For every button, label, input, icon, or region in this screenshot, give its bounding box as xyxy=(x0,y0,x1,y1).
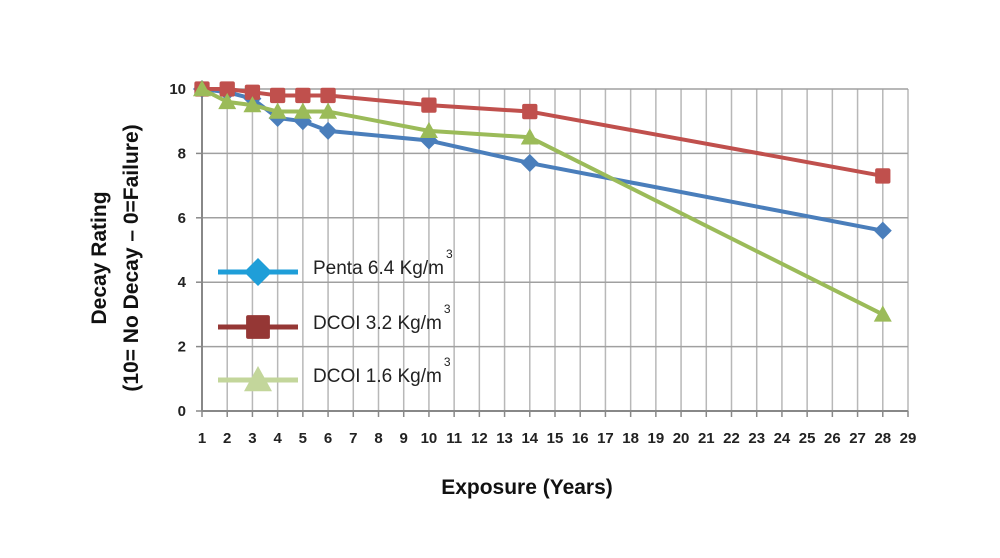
x-tick-label: 12 xyxy=(471,430,488,447)
data-point xyxy=(419,121,438,139)
x-tick-label: 10 xyxy=(421,430,438,447)
axes: 1 2 3 4 5 6 7 8 9 10 11 12 13 14 15 16 17 18 19 20 21 22 23 24 2… xyxy=(169,81,916,447)
x-tick-label: 5 xyxy=(299,430,307,447)
series-1 xyxy=(194,81,891,184)
x-tick-label: 24 xyxy=(774,430,791,447)
x-tick-label: 3 xyxy=(248,430,256,447)
data-point xyxy=(319,102,338,119)
data-point xyxy=(268,102,287,119)
data-point xyxy=(319,121,338,140)
x-tick-label: 18 xyxy=(622,430,639,447)
x-tick-label: 1 xyxy=(198,430,206,447)
x-tick-label: 6 xyxy=(324,430,332,447)
legend-label-superscript: 3 xyxy=(446,247,453,261)
data-point xyxy=(875,168,891,184)
legend-item-0: Penta 6.4 Kg/m3 xyxy=(218,247,453,286)
data-point xyxy=(244,84,261,100)
legend-label: DCOI 1.6 Kg/m xyxy=(313,366,442,387)
x-tick-label: 27 xyxy=(849,430,866,447)
x-tick-label: 16 xyxy=(572,430,589,447)
y-tick-label: 2 xyxy=(178,339,186,356)
x-tick-label: 21 xyxy=(698,430,715,447)
series-layer xyxy=(193,80,892,322)
x-tick-label: 8 xyxy=(374,430,382,447)
x-tick-label: 11 xyxy=(446,430,462,447)
x-tick-label: 9 xyxy=(400,430,408,447)
y-axis-title-line1: Decay Rating xyxy=(88,191,111,324)
x-tick-label: 23 xyxy=(748,430,765,447)
data-point xyxy=(193,80,211,97)
series-2 xyxy=(193,80,892,322)
x-tick-label: 29 xyxy=(900,430,917,447)
data-point xyxy=(873,305,892,322)
x-tick-label: 28 xyxy=(874,430,891,447)
data-point xyxy=(218,92,237,110)
data-point xyxy=(520,128,539,145)
y-tick-label: 0 xyxy=(178,403,186,420)
data-point xyxy=(269,87,286,104)
x-tick-label: 22 xyxy=(723,430,740,447)
y-tick-label: 10 xyxy=(169,81,186,98)
legend-marker-diamond-icon xyxy=(244,258,272,286)
legend-item-2: DCOI 1.6 Kg/m3 xyxy=(218,355,451,392)
data-point xyxy=(873,221,892,240)
x-axis-title: Exposure (Years) xyxy=(441,476,613,499)
legend-label-superscript: 3 xyxy=(444,355,451,369)
legend-label: DCOI 3.2 Kg/m xyxy=(313,313,442,334)
y-axis-title-line2: (10= No Decay – 0=Failure) xyxy=(120,124,143,391)
legend-marker-square-icon xyxy=(246,315,270,339)
data-point xyxy=(293,102,312,119)
x-tick-label: 13 xyxy=(496,430,513,447)
data-point xyxy=(522,103,538,120)
grid xyxy=(202,88,909,411)
data-point xyxy=(520,154,539,173)
legend-label-superscript: 3 xyxy=(444,302,451,316)
x-tick-label: 26 xyxy=(824,430,841,447)
x-tick-label: 15 xyxy=(547,430,564,447)
x-tick-label: 17 xyxy=(597,430,614,447)
legend-label: Penta 6.4 Kg/m xyxy=(313,258,444,279)
legend-item-1: DCOI 3.2 Kg/m3 xyxy=(218,302,451,339)
x-tick-label: 20 xyxy=(673,430,690,447)
y-tick-label: 4 xyxy=(178,274,187,291)
x-tick-label: 14 xyxy=(521,430,538,447)
x-tick-label: 25 xyxy=(799,430,816,447)
x-tick-label: 2 xyxy=(223,430,231,447)
data-point xyxy=(421,97,437,113)
x-tick-label: 7 xyxy=(349,430,357,447)
y-tick-label: 8 xyxy=(178,145,186,162)
legend-marker-triangle-icon xyxy=(244,366,272,392)
y-tick-label: 6 xyxy=(178,210,186,227)
data-point xyxy=(243,96,262,113)
data-point xyxy=(320,87,336,104)
data-point xyxy=(219,81,235,97)
x-tick-label: 19 xyxy=(648,430,665,447)
data-point xyxy=(295,87,311,104)
x-tick-label: 4 xyxy=(273,430,282,447)
